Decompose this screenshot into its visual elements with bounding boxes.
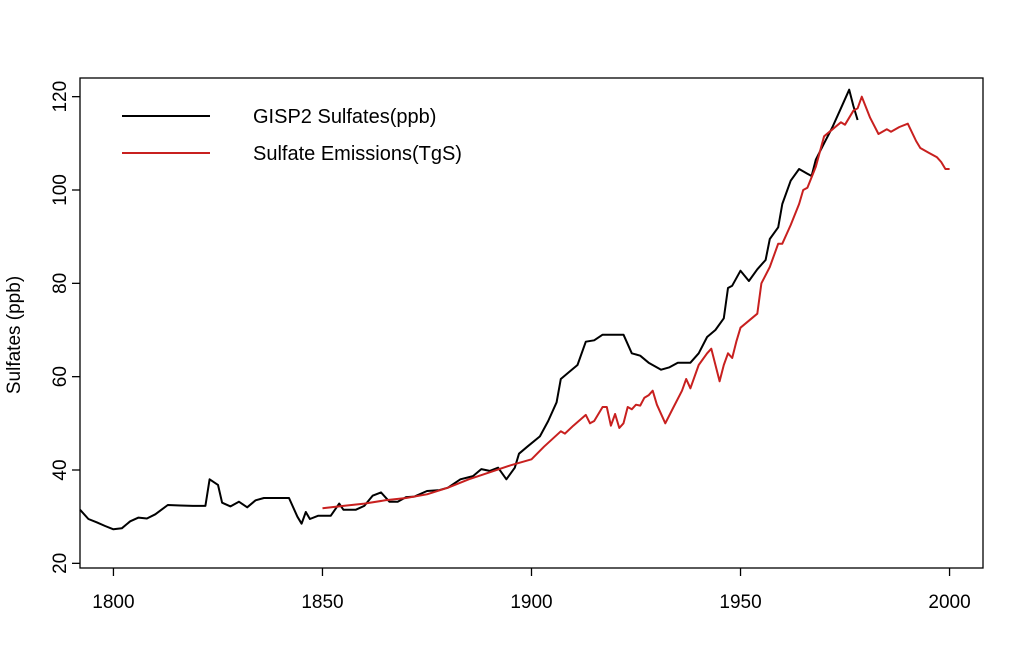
plot-frame (79, 77, 984, 569)
x-tick-label: 1900 (510, 592, 552, 613)
y-tick-label: 20 (50, 553, 71, 574)
y-tick-label: 40 (50, 459, 71, 480)
x-tick-label: 1950 (719, 592, 761, 613)
y-axis-label: Sulfates (ppb) (4, 276, 25, 394)
x-axis: 1800 1850 1900 1950 2000 (92, 568, 971, 613)
x-tick-label: 2000 (928, 592, 970, 613)
y-axis: 20 40 60 80 100 120 (50, 81, 80, 574)
x-tick-label: 1850 (301, 592, 343, 613)
y-tick-label: 120 (50, 81, 71, 113)
y-tick-label: 60 (50, 366, 71, 387)
y-tick-label: 100 (50, 174, 71, 206)
series-layer (79, 88, 950, 531)
y-tick-label: 80 (50, 273, 71, 294)
x-tick-label: 1800 (92, 592, 134, 613)
legend-label-emissions: Sulfate Emissions(TgS) (253, 143, 462, 165)
legend-label-gisp2: GISP2 Sulfates(ppb) (253, 106, 436, 128)
legend: GISP2 Sulfates(ppb) Sulfate Emissions(Tg… (122, 106, 462, 165)
series-line-gisp2-sulfates (79, 88, 859, 531)
series-line-sulfate-emissions (322, 95, 950, 510)
